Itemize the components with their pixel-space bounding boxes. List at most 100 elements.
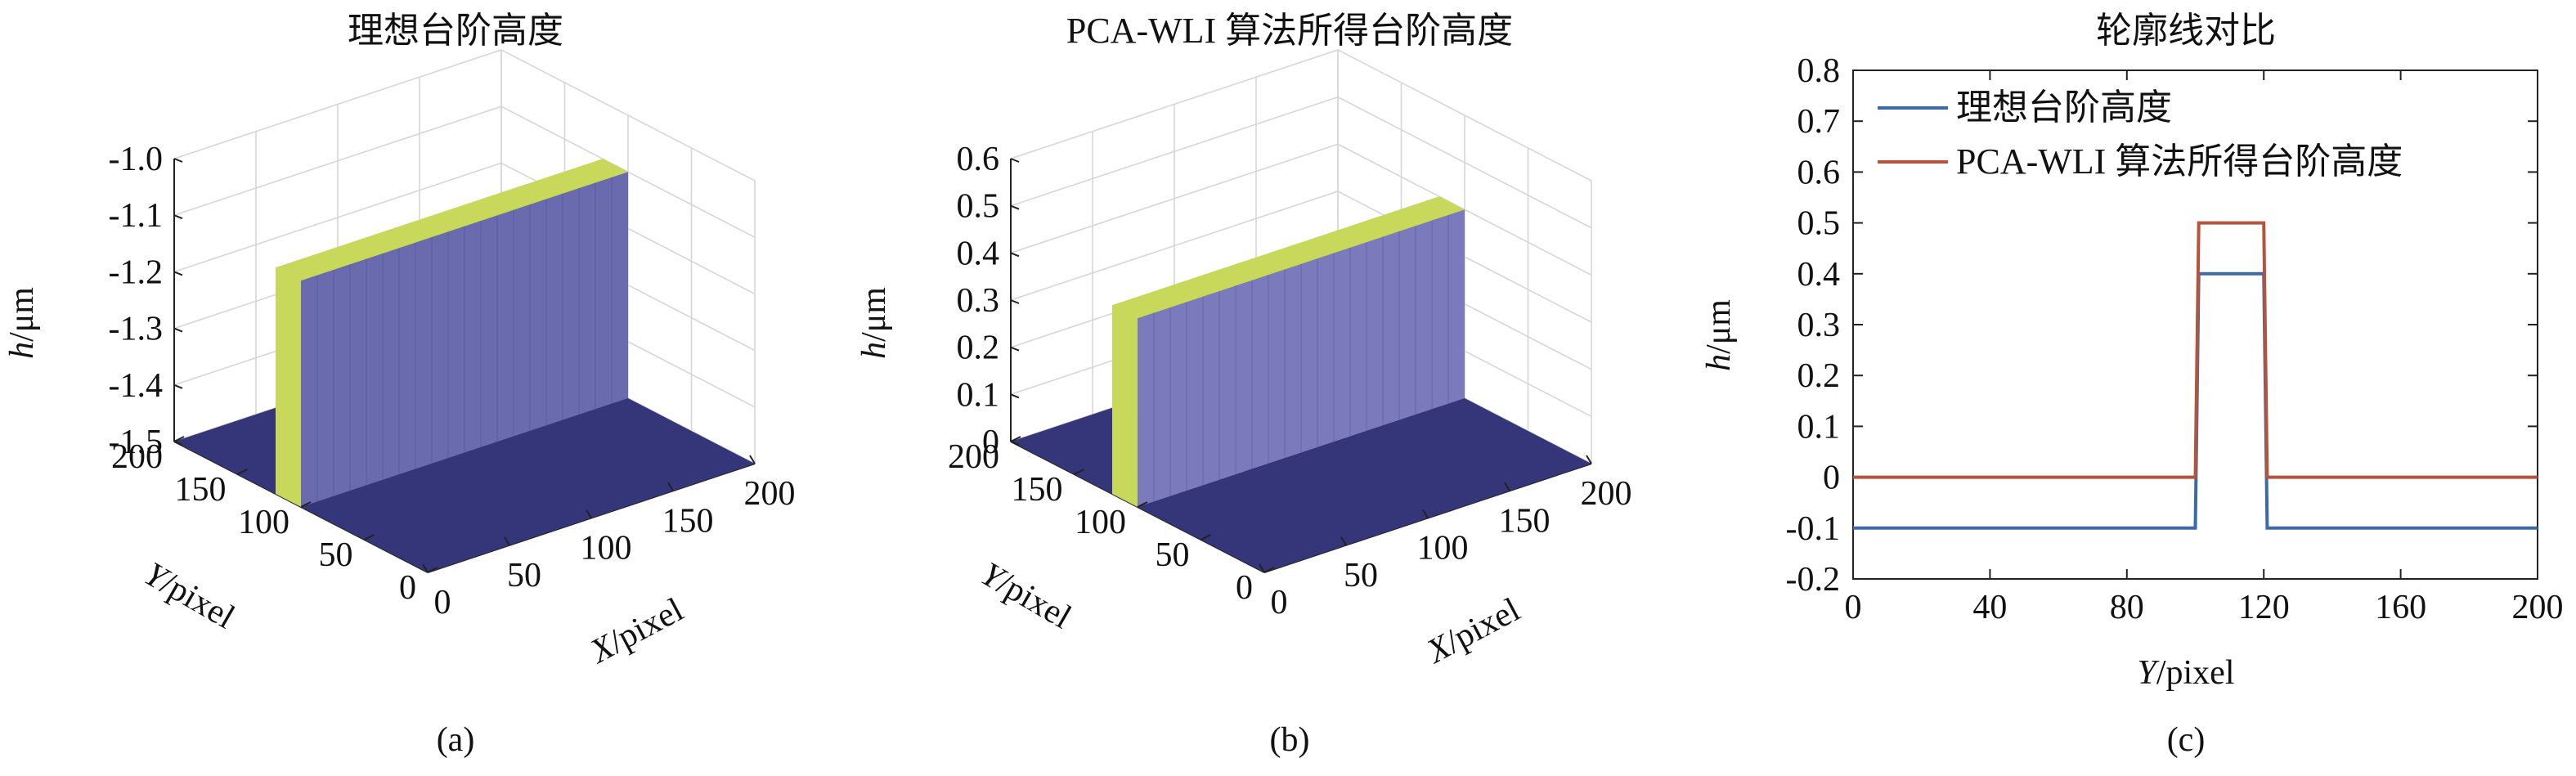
pa-y-tick-label-1: 50 [319, 536, 353, 574]
pa-z-tick-label-1: -1.4 [109, 367, 164, 405]
pa-z-tick-label-0: -1.5 [109, 424, 164, 461]
pa-y-tick-label-2: 100 [238, 504, 289, 541]
pb-grid-z-6 [1010, 49, 1592, 182]
pb-z-tick-1 [1010, 393, 1020, 399]
panel-a-y-label: Y/pixel [137, 555, 240, 636]
pb-y-tick-2 [1137, 501, 1148, 508]
pa-end-face [276, 267, 301, 507]
panel-b-y-label: Y/pixel [974, 555, 1077, 636]
panel-c: 轮廓线对比 -0.2 -0.1 0 0.1 0.2 0.3 0.4 0.5 0.6 0.7 0.8 0… [1700, 11, 2564, 759]
panel-a-x-ticks: 0 50 100 150 200 [422, 455, 796, 621]
pb-z-tick-label-3: 0.3 [957, 282, 1000, 320]
panel-a: 理想台阶高度 -1.5 -1.4 -1.3 -1.2 -1.1 -1.0 0 50 100 15… [3, 11, 796, 759]
pb-y-tick-1 [1200, 534, 1211, 541]
panel-b-x-ticks: 0 50 100 150 200 [1259, 455, 1632, 621]
pa-y-tick-label-4: 200 [111, 438, 163, 476]
panel-b: PCA-WLI 算法所得台阶高度 0 0.1 0.2 0.3 0.4 0.5 0.6 0 50… [855, 11, 1632, 759]
pb-x-tick-3 [1504, 482, 1510, 491]
panel-c-x-label: Y/pixel [2137, 654, 2234, 692]
panel-b-z-label: h/μm [855, 287, 893, 359]
panel-c-y-label: h/μm [1700, 299, 1738, 371]
panel-c-title: 轮廓线对比 [2096, 11, 2276, 51]
panel-b-title: PCA-WLI 算法所得台阶高度 [1066, 11, 1513, 51]
panel-a-caption: (a) [437, 721, 475, 759]
pa-y-tick-label-0: 0 [399, 569, 416, 607]
pb-y-tick-4 [1010, 436, 1021, 442]
pa-x-tick-0 [422, 563, 429, 573]
pa-z-tick-label-4: -1.1 [109, 197, 164, 235]
pa-z-tick-3 [173, 271, 183, 276]
pa-x-tick-1 [504, 536, 510, 546]
panel-a-title: 理想台阶高度 [348, 11, 563, 51]
pb-x-tick-0 [1259, 563, 1265, 573]
panel-a-y-ticks: 0 50 100 150 200 [111, 436, 438, 607]
pa-x-tick-4 [749, 455, 756, 464]
pb-x-tick-label-4: 200 [1581, 475, 1632, 513]
pa-front-face [301, 172, 628, 507]
pa-y-tick-4 [173, 436, 185, 442]
pb-z-tick-label-2: 0.2 [957, 330, 1000, 367]
pb-x-tick-4 [1586, 455, 1592, 464]
pb-front-face [1138, 209, 1465, 507]
pb-z-tick-label-4: 0.4 [957, 235, 1000, 272]
pb-x-tick-label-2: 100 [1417, 530, 1469, 567]
legend-label-0: 理想台阶高度 [1956, 87, 2172, 128]
pa-z-tick-2 [173, 327, 183, 333]
pb-z-tick-label-0: 0 [982, 424, 999, 461]
pa-x-tick-label-2: 100 [581, 530, 632, 567]
pa-y-tick-3 [237, 469, 248, 475]
pb-z-tick-4 [1010, 252, 1020, 258]
panel-c-y-tick-label-2: 0 [1823, 460, 1840, 497]
pb-y-tick-0 [1263, 567, 1275, 573]
pa-x-tick-label-3: 150 [662, 502, 714, 540]
pb-top-face [1112, 196, 1465, 319]
panel-c-x-tick-label-3: 120 [2238, 589, 2290, 626]
panel-c-lines [1853, 221, 2538, 530]
panel-c-y-tick-label-3: 0.1 [1797, 408, 1841, 446]
pa-x-tick-label-1: 50 [507, 557, 541, 594]
pb-y-tick-label-0: 0 [1236, 569, 1253, 607]
panel-a-z-ticks: -1.5 -1.4 -1.3 -1.2 -1.1 -1.0 [109, 141, 183, 461]
pa-x-tick-2 [586, 509, 592, 519]
pa-z-tick-1 [173, 384, 183, 389]
pa-z-tick-label-2: -1.3 [109, 311, 164, 348]
pb-y-tick-label-3: 150 [1012, 471, 1063, 509]
panel-a-x-label: X/pixel [583, 591, 689, 672]
panel-b-x-label: X/pixel [1420, 591, 1526, 672]
pb-z-tick-6 [1010, 158, 1020, 163]
panel-c-y-tick-label-4: 0.2 [1797, 357, 1841, 395]
pa-y-tick-label-3: 150 [175, 471, 227, 509]
panel-b-surface [1011, 196, 1591, 572]
panel-c-y-tick-label-7: 0.5 [1797, 205, 1841, 243]
panel-c-x-tick-label-4: 160 [2375, 589, 2426, 626]
series-line-1 [1853, 221, 2538, 479]
series-line-0 [1853, 271, 2538, 530]
pb-x-tick-label-0: 0 [1271, 584, 1288, 621]
pb-z-tick-label-5: 0.5 [957, 188, 1000, 226]
pa-top-face [276, 159, 628, 281]
pb-x-tick-label-1: 50 [1344, 557, 1378, 594]
panel-b-y-ticks: 0 50 100 150 200 [948, 436, 1275, 607]
panel-c-x-tick-label-0: 0 [1845, 589, 1862, 626]
pb-z-tick-0 [1010, 441, 1020, 446]
pa-y-tick-2 [300, 501, 312, 508]
pa-z-tick-4 [173, 214, 183, 220]
pb-grid-z-5 [1010, 96, 1592, 229]
pa-y-tick-0 [427, 567, 438, 573]
panel-c-x-tick-label-1: 40 [1972, 589, 2007, 626]
pb-y-tick-3 [1074, 469, 1084, 475]
panel-c-y-tick-label-9: 0.7 [1797, 103, 1841, 141]
panel-c-y-tick-label-0: -0.2 [1786, 561, 1841, 599]
panel-c-y-tick-label-6: 0.4 [1797, 256, 1841, 294]
pb-y-tick-label-2: 100 [1075, 504, 1126, 541]
pb-x-tick-1 [1340, 536, 1347, 546]
pb-x-tick-2 [1422, 509, 1429, 519]
pa-grid-z-5 [173, 49, 756, 182]
panel-c-y-tick-label-8: 0.6 [1797, 154, 1841, 191]
pb-y-tick-label-1: 50 [1156, 536, 1190, 574]
panel-c-y-tick-label-1: -0.1 [1786, 510, 1841, 548]
legend-label-1: PCA-WLI 算法所得台阶高度 [1956, 141, 2403, 182]
pa-z-tick-label-3: -1.2 [109, 253, 164, 291]
pb-end-face [1112, 305, 1138, 507]
pb-z-tick-3 [1010, 299, 1020, 304]
